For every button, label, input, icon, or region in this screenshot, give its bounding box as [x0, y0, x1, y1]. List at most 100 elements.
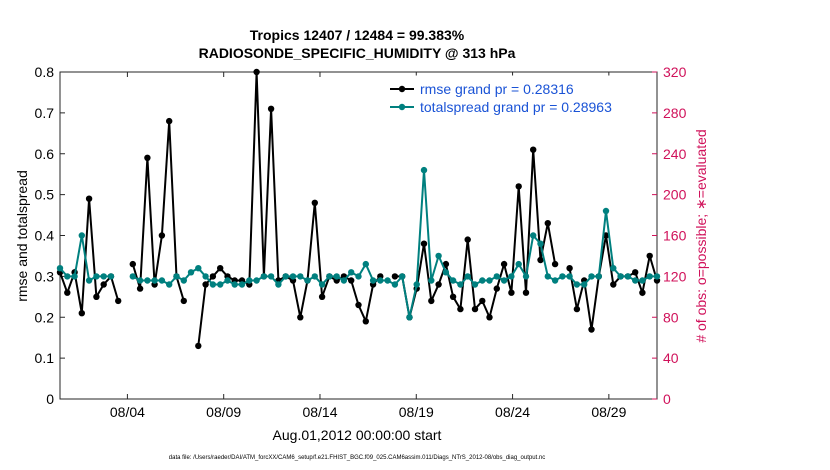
totalspread-point — [653, 273, 661, 280]
x-tick-label: 08/29 — [591, 404, 626, 420]
legend-spread-label: totalspread grand pr = 0.28963 — [420, 99, 612, 115]
y-axis-label-right: # of obs: o=possible; ∗=evaluated — [693, 129, 709, 342]
totalspread-point — [515, 260, 522, 268]
rmse-point — [646, 252, 653, 260]
totalspread-point — [428, 277, 435, 284]
totalspread-point — [384, 277, 391, 284]
y-right-tick-label: 280 — [663, 105, 687, 121]
rmse-point — [537, 256, 544, 264]
totalspread-point — [173, 273, 180, 280]
y-left-tick-label: 0.5 — [35, 187, 55, 203]
y-right-tick-label: 200 — [663, 187, 687, 203]
totalspread-point — [144, 277, 151, 284]
x-tick-label: 08/14 — [302, 404, 337, 420]
totalspread-point — [267, 273, 275, 280]
rmse-point — [180, 297, 187, 305]
rmse-point — [348, 277, 355, 284]
totalspread-point — [493, 273, 500, 280]
totalspread-point — [369, 277, 377, 284]
totalspread-point — [581, 281, 588, 288]
totalspread-point — [610, 265, 617, 272]
totalspread-point — [318, 281, 326, 288]
rmse-point — [195, 342, 202, 350]
totalspread-point — [457, 281, 464, 288]
chart-subtitle: RADIOSONDE_SPECIFIC_HUMIDITY @ 313 hPa — [199, 45, 516, 61]
totalspread-point — [617, 273, 624, 280]
rmse-point — [515, 183, 522, 190]
footnote: data file: /Users/raeder/DAI/ATM_forcXX/… — [169, 455, 545, 461]
totalspread-point — [85, 277, 93, 284]
rmse-point — [449, 293, 457, 300]
totalspread-point — [348, 269, 355, 276]
totalspread-point — [217, 281, 224, 288]
rmse-point — [355, 301, 362, 309]
totalspread-point — [399, 273, 406, 280]
totalspread-point — [544, 273, 551, 280]
totalspread-point — [471, 281, 479, 288]
totalspread-point — [100, 273, 107, 280]
totalspread-point — [56, 265, 64, 272]
totalspread-point — [362, 260, 369, 268]
totalspread-point — [588, 273, 595, 280]
rmse-point — [573, 305, 581, 313]
totalspread-point — [326, 273, 333, 280]
totalspread-point — [209, 281, 217, 288]
x-tick-label: 08/24 — [495, 404, 530, 420]
rmse-point — [391, 273, 399, 280]
y-right-tick-label: 120 — [663, 268, 687, 284]
totalspread-point — [479, 277, 486, 284]
rmse-point — [551, 260, 559, 268]
y-left-tick-label: 0.1 — [35, 350, 55, 366]
rmse-point — [100, 281, 107, 288]
totalspread-point — [595, 273, 602, 280]
axes: 08/04 08/09 08/14 08/19 08/24 08/29 0 0.1 0.2 0.3… — [35, 64, 687, 420]
y-right-tick-label: 160 — [663, 228, 687, 244]
rmse-point — [253, 68, 260, 76]
totalspread-point — [602, 207, 610, 215]
rmse-point — [318, 293, 326, 300]
totalspread-point — [107, 273, 115, 280]
rmse-point — [311, 199, 318, 206]
totalspread-point — [632, 277, 639, 284]
y-left-tick-label: 0.2 — [35, 309, 55, 325]
totalspread-point — [573, 281, 581, 288]
rmse-point — [115, 297, 122, 305]
rmse-point — [632, 269, 639, 276]
plot-area — [59, 71, 658, 400]
totalspread-point — [224, 277, 231, 284]
rmse-point — [435, 281, 442, 288]
totalspread-point — [391, 281, 399, 288]
y-right-tick-label: 240 — [663, 146, 687, 162]
rmse-point — [479, 297, 486, 305]
totalspread-point — [508, 273, 515, 280]
rmse-point — [209, 273, 217, 280]
totalspread-point — [202, 273, 209, 280]
totalspread-point — [246, 277, 253, 284]
totalspread-point — [464, 273, 471, 280]
totalspread-point — [64, 273, 71, 280]
totalspread-point — [355, 273, 362, 280]
data-series — [56, 68, 661, 350]
rmse-point — [639, 289, 646, 296]
x-tick-label: 08/04 — [110, 404, 145, 420]
totalspread-point — [282, 273, 289, 280]
totalspread-point — [297, 273, 304, 280]
x-tick-label: 08/09 — [206, 404, 241, 420]
totalspread-point — [238, 281, 246, 288]
totalspread-point — [420, 166, 428, 174]
rmse-point — [93, 293, 100, 300]
y-left-tick-label: 0.8 — [35, 64, 55, 80]
totalspread-point — [78, 232, 86, 239]
rmse-line — [131, 121, 185, 302]
totalspread-point — [377, 277, 384, 284]
totalspread-point — [166, 281, 173, 288]
rmse-point — [588, 326, 595, 333]
legend-spread-marker — [398, 103, 406, 111]
legend-rmse-marker — [398, 85, 406, 93]
y-left-tick-label: 0.4 — [35, 228, 55, 244]
y-left-tick-label: 0 — [46, 391, 54, 407]
totalspread-point — [530, 232, 537, 239]
totalspread-point — [231, 281, 238, 288]
rmse-point — [566, 265, 573, 272]
